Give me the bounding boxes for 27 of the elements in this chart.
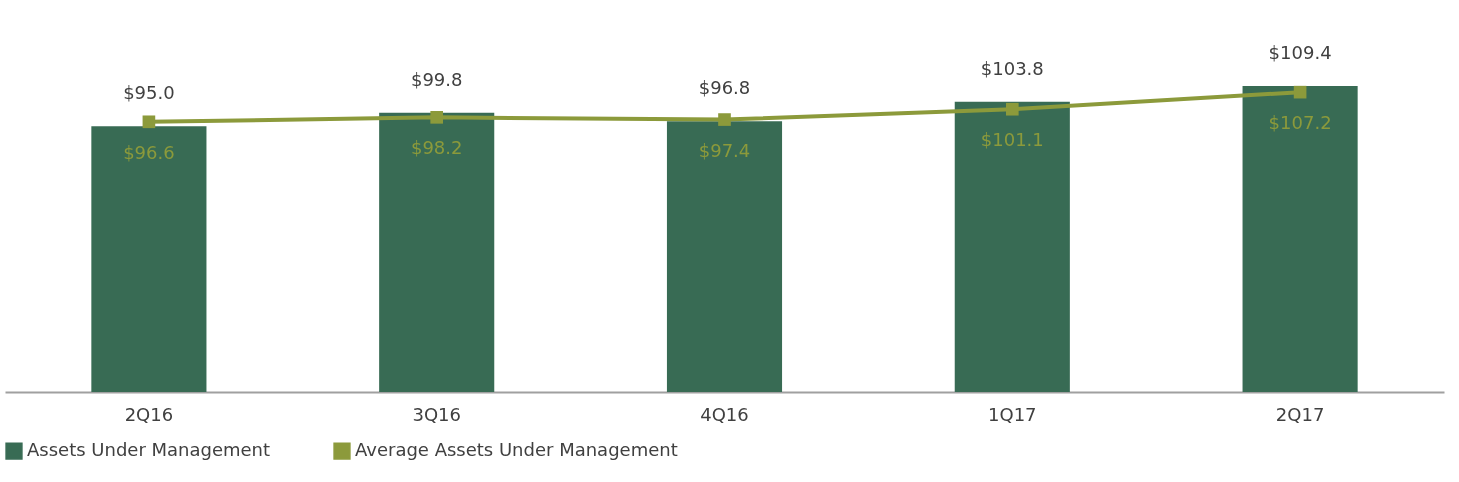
bar: [666, 121, 783, 392]
data-label: $95.0: [123, 82, 175, 104]
data-label: $103.8: [980, 57, 1044, 79]
point: [1005, 102, 1019, 116]
x-tick-label: 4Q16: [700, 403, 749, 425]
x-tick-label: 1Q17: [988, 403, 1037, 425]
bar: [954, 101, 1070, 392]
point: [430, 111, 444, 124]
data-label: $98.2: [410, 137, 463, 159]
bar: [379, 112, 495, 392]
bar: [1242, 86, 1358, 392]
data-label: $107.2: [1268, 112, 1332, 134]
data-label: $109.4: [1268, 42, 1332, 63]
data-label: $96.8: [698, 77, 751, 99]
point: [1293, 85, 1307, 99]
bar: [91, 126, 207, 392]
x-tick-label: 2Q16: [124, 403, 174, 425]
point: [718, 113, 731, 126]
data-label: $97.4: [698, 139, 751, 161]
legend-label: Assets Under Management: [27, 439, 271, 461]
data-label: $99.8: [410, 68, 463, 90]
point: [142, 115, 156, 129]
data-label: $101.1: [980, 129, 1044, 151]
x-tick-label: 3Q16: [412, 403, 461, 425]
legend-label: Average Assets Under Management: [355, 439, 678, 461]
x-tick-label: 2Q17: [1275, 403, 1325, 425]
data-label: $96.6: [123, 141, 175, 163]
